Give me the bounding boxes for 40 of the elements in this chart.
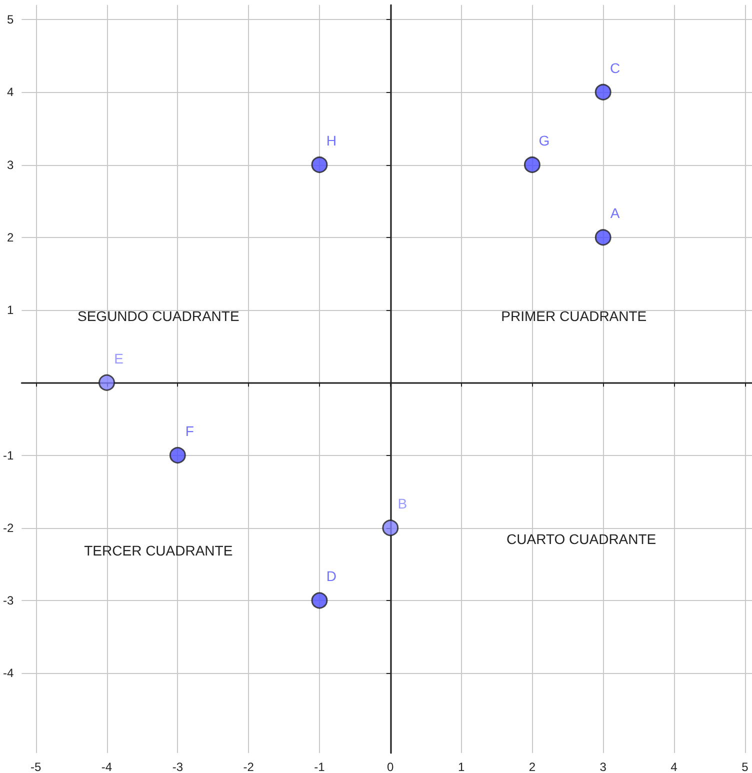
series-label: C xyxy=(610,60,620,76)
annotation: SEGUNDO CUADRANTE xyxy=(78,308,240,324)
y-tick-label: 5 xyxy=(6,12,14,27)
y-tick-label: -3 xyxy=(3,593,14,608)
x-tick-label: -5 xyxy=(30,760,42,773)
x-tick-label: -3 xyxy=(172,760,184,773)
x-tick-label: -1 xyxy=(314,760,326,773)
series-label: D xyxy=(326,568,337,584)
x-tick-label: 4 xyxy=(670,760,678,773)
x-tick-label: 0 xyxy=(387,760,394,773)
point xyxy=(98,374,116,391)
x-tick-label: -4 xyxy=(101,760,112,773)
y-tick-label: 2 xyxy=(6,230,14,244)
y-tick-label: -2 xyxy=(3,520,14,535)
series-label: G xyxy=(538,132,550,149)
x-tick-label: 1 xyxy=(458,760,465,773)
y-tick-label: -4 xyxy=(3,666,14,680)
series-label: E xyxy=(114,350,124,366)
x-tick-label: 3 xyxy=(600,760,607,773)
series-label: H xyxy=(326,132,337,149)
annotation: PRIMER CUADRANTE xyxy=(501,308,647,324)
series-label: F xyxy=(185,423,194,439)
series-label: B xyxy=(398,496,408,512)
x-tick-label: -2 xyxy=(243,760,254,773)
x-tick-label: 2 xyxy=(528,760,536,773)
annotation: TERCER CUADRANTE xyxy=(84,542,233,558)
point xyxy=(594,84,612,100)
point xyxy=(169,447,186,464)
y-tick-label: 3 xyxy=(6,158,14,172)
y-tick-label: 1 xyxy=(6,303,14,318)
y-tick-label: -1 xyxy=(3,448,14,462)
point xyxy=(594,229,612,246)
point xyxy=(311,156,328,174)
point xyxy=(382,520,399,536)
point xyxy=(524,156,540,174)
series-label: A xyxy=(610,205,620,222)
point xyxy=(311,592,328,609)
annotation: CUARTO CUADRANTE xyxy=(506,530,656,547)
x-tick-label: 5 xyxy=(742,760,749,773)
y-tick-label: 4 xyxy=(6,85,14,100)
